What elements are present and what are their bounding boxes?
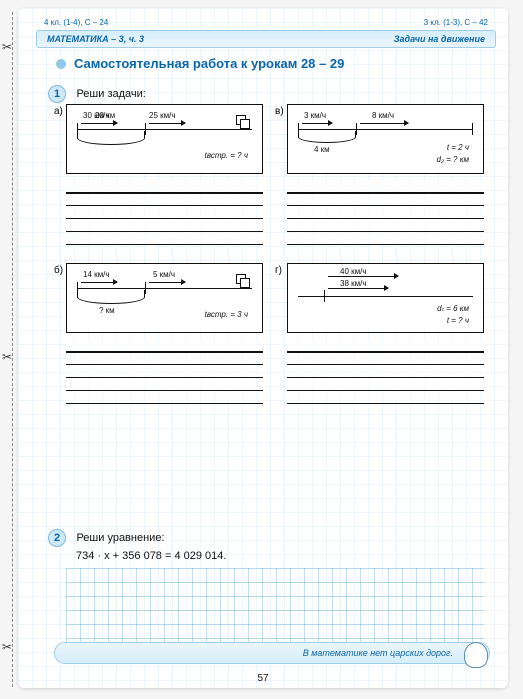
problem-b: б) 14 км/ч 5 км/ч ? км tвстр. = 3 ч: [66, 263, 263, 404]
speed-right: 8 км/ч: [372, 111, 394, 120]
answer-lines: [66, 180, 263, 245]
answer-lines: [287, 339, 484, 404]
page: 4 кл. (1-4), С – 24 3 кл. (1-3), С – 42 …: [18, 8, 508, 688]
problem-v-label: в): [275, 106, 284, 117]
problem-b-label: б): [54, 265, 63, 276]
problem-g-diagram: 40 км/ч 38 км/ч dₜ = 6 км t = ? ч: [287, 263, 484, 333]
distance: ? км: [99, 306, 115, 315]
problem-b-diagram: 14 км/ч 5 км/ч ? км tвстр. = 3 ч: [66, 263, 263, 333]
answer-grid: [66, 568, 484, 646]
problem-a-diagram: 30 км/ч 25 км/ч 20 км tвстр. = ? ч: [66, 104, 263, 174]
top-right-meta: 3 кл. (1-3), С – 42: [424, 18, 488, 27]
problem-a-label: а): [54, 106, 63, 117]
bullet-icon: [56, 59, 66, 69]
page-number: 57: [257, 673, 268, 684]
line2: d₂ = ? км: [436, 155, 469, 164]
header-right: Задачи на движение: [394, 34, 485, 44]
top-left-meta: 4 кл. (1-4), С – 24: [44, 18, 108, 27]
scissors-icon: ✂: [2, 40, 12, 54]
speed-top: 40 км/ч: [340, 267, 367, 276]
task-1: 1 Реши задачи:: [48, 84, 146, 103]
speed-bot: 38 км/ч: [340, 279, 367, 288]
line2: t = ? ч: [447, 316, 469, 325]
speed-left: 14 км/ч: [83, 270, 110, 279]
line1: t = 2 ч: [447, 143, 469, 152]
problem-v: в) 3 км/ч 8 км/ч 4 км t = 2 ч d₂ = ? км: [287, 104, 484, 245]
distance: 4 км: [314, 145, 330, 154]
title-row: Самостоятельная работа к урокам 28 – 29: [56, 56, 488, 71]
problem-v-diagram: 3 км/ч 8 км/ч 4 км t = 2 ч d₂ = ? км: [287, 104, 484, 174]
header-band: МАТЕМАТИКА – 3, ч. 3 Задачи на движение: [36, 30, 496, 48]
task-2: 2 Реши уравнение:: [48, 528, 165, 547]
question: tвстр. = ? ч: [205, 151, 248, 160]
answer-lines: [66, 339, 263, 404]
speed-right: 25 км/ч: [149, 111, 176, 120]
footer-band: В математике нет царских дорог.: [54, 642, 490, 664]
equation: 734 · x + 356 078 = 4 029 014.: [76, 550, 226, 562]
task-1-number: 1: [48, 85, 66, 103]
mascot-icon: [464, 642, 488, 668]
task-1-label: Реши задачи:: [76, 88, 145, 100]
scissors-icon: ✂: [2, 640, 12, 654]
cut-line: [12, 12, 13, 687]
task-2-number: 2: [48, 529, 66, 547]
problem-a: а) 30 км/ч 25 км/ч 20 км tвстр. = ? ч: [66, 104, 263, 245]
task-2-label: Реши уравнение:: [76, 532, 164, 544]
problem-g: г) 40 км/ч 38 км/ч dₜ = 6 км t = ? ч: [287, 263, 484, 404]
problem-g-label: г): [275, 265, 282, 276]
speed-right: 5 км/ч: [153, 270, 175, 279]
footer-quote: В математике нет царских дорог.: [303, 648, 453, 658]
problems-grid: а) 30 км/ч 25 км/ч 20 км tвстр. = ? ч: [66, 104, 484, 404]
worksheet-title: Самостоятельная работа к урокам 28 – 29: [74, 56, 344, 71]
scissors-icon: ✂: [2, 350, 12, 364]
distance: 20 км: [95, 111, 115, 120]
header-left: МАТЕМАТИКА – 3, ч. 3: [47, 34, 144, 44]
top-meta: 4 кл. (1-4), С – 24 3 кл. (1-3), С – 42: [44, 18, 488, 27]
answer-lines: [287, 180, 484, 245]
question: tвстр. = 3 ч: [205, 310, 248, 319]
line1: dₜ = 6 км: [437, 304, 469, 313]
speed-left: 3 км/ч: [304, 111, 326, 120]
